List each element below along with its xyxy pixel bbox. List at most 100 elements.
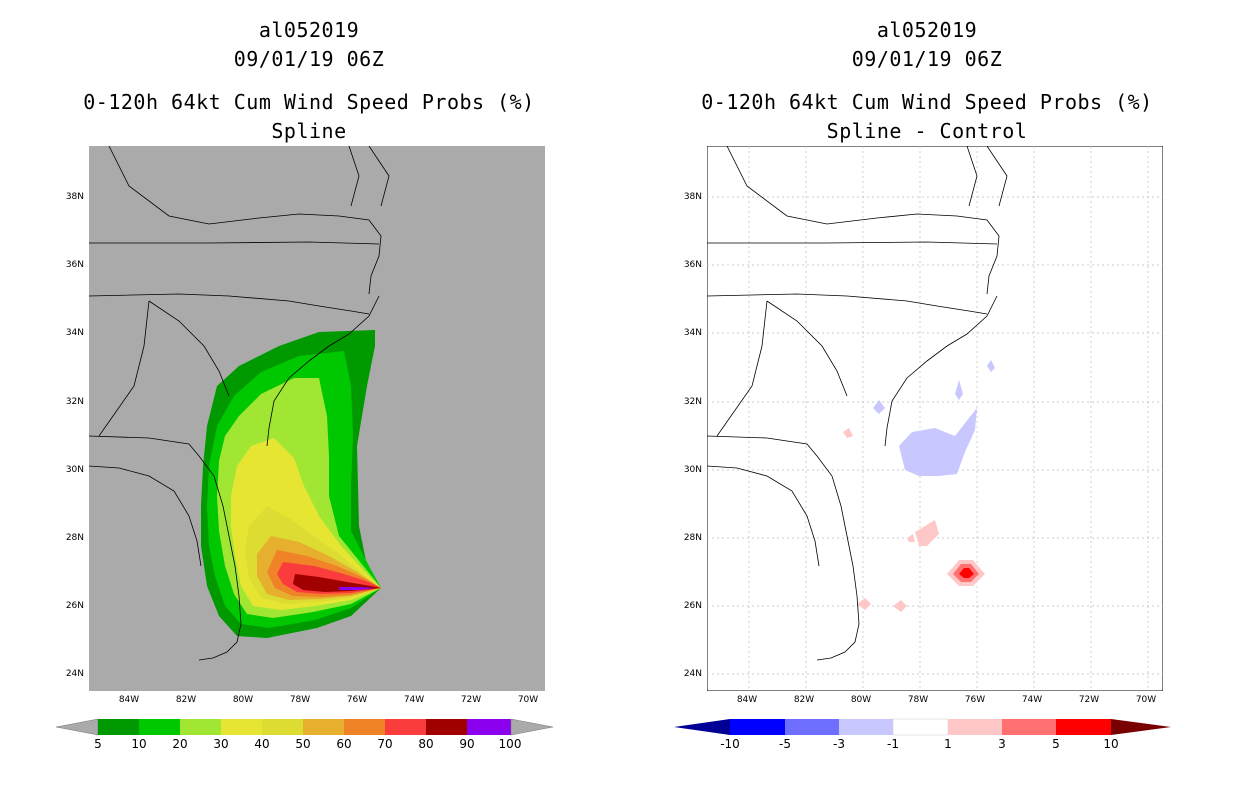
- colorbar-swatch: [221, 719, 262, 735]
- colorbar-label: 60: [336, 737, 352, 751]
- left-panel: al052019 09/01/19 06Z 0-120h 64kt Cum Wi…: [56, 18, 554, 751]
- colorbar-label: 40: [254, 737, 270, 751]
- colorbar-swatch: [1002, 719, 1056, 735]
- lon-label: 72W: [460, 695, 482, 705]
- lat-label: 28N: [683, 533, 702, 543]
- product-title: 0-120h 64kt Cum Wind Speed Probs (%): [83, 90, 535, 114]
- colorbar-label: -3: [833, 737, 845, 751]
- colorbar-swatch: [180, 719, 221, 735]
- colorbar-swatch: [839, 719, 893, 735]
- prob-contour-90: [339, 587, 375, 590]
- colorbar-swatch: [303, 719, 344, 735]
- lon-label: 80W: [850, 695, 872, 705]
- lat-label: 26N: [65, 601, 84, 611]
- colorbar-label: 20: [172, 737, 188, 751]
- diff-blob-positive: [959, 568, 974, 578]
- colorbar-label: -1: [887, 737, 899, 751]
- lat-label: 36N: [65, 260, 84, 270]
- colorbar-swatch: [467, 719, 511, 735]
- lon-label: 74W: [403, 695, 425, 705]
- diff-blob-negative: [955, 380, 963, 400]
- colorbar-high-arrow: [510, 718, 554, 736]
- lon-label: 82W: [175, 695, 197, 705]
- colorbar-high-arrow: [1111, 719, 1171, 735]
- right-panel: al052019 09/01/19 06Z 0-120h 64kt Cum Wi…: [618, 0, 1236, 800]
- political-boundaries: [89, 146, 390, 661]
- colorbar-label: -10: [720, 737, 740, 751]
- diff-blob-negative: [873, 400, 885, 414]
- colorbar-swatch: [730, 719, 785, 735]
- lon-label: 74W: [1021, 695, 1043, 705]
- lat-label: 26N: [683, 601, 702, 611]
- colorbar-label: 3: [998, 737, 1006, 751]
- difference-map: [707, 146, 1163, 691]
- lon-label: 80W: [232, 695, 254, 705]
- lon-label: 70W: [1135, 695, 1157, 705]
- political-boundaries: [707, 146, 1008, 661]
- colorbar-label: 100: [498, 737, 522, 751]
- diff-blob-positive: [843, 428, 853, 438]
- lat-label: 24N: [683, 669, 702, 679]
- diff-blob-negative: [899, 408, 977, 476]
- colorbar-swatch: [344, 719, 385, 735]
- lon-label: 82W: [793, 695, 815, 705]
- lat-label: 34N: [65, 328, 84, 338]
- storm-id-title: al052019: [876, 18, 978, 42]
- colorbar-swatch: [139, 719, 180, 735]
- colorbar-label: 30: [213, 737, 229, 751]
- diff-blob-positive: [915, 520, 939, 546]
- colorbar-swatch: [426, 719, 467, 735]
- lat-label: 36N: [683, 260, 702, 270]
- colorbar-swatch: [98, 719, 139, 735]
- storm-id-title: al052019: [258, 18, 360, 42]
- probability-colorbar: [56, 718, 554, 736]
- lon-label: 72W: [1078, 695, 1100, 705]
- colorbar-label: 1: [944, 737, 952, 751]
- colorbar-swatch: [262, 719, 303, 735]
- lat-label: 30N: [65, 465, 84, 475]
- gridlines: [707, 146, 1163, 691]
- colorbar-label: 10: [1103, 737, 1119, 751]
- difference-colorbar: [674, 718, 1171, 736]
- lat-label: 38N: [683, 192, 702, 202]
- colorbar-swatch: [785, 719, 839, 735]
- colorbar-label: 90: [459, 737, 475, 751]
- subtitle: Spline - Control: [826, 119, 1028, 143]
- colorbar-label: 10: [131, 737, 147, 751]
- colorbar-swatch: [385, 719, 426, 735]
- lon-label: 84W: [118, 695, 140, 705]
- colorbar-low-arrow: [674, 719, 730, 735]
- colorbar-low-arrow: [56, 718, 99, 736]
- colorbar-label: 50: [295, 737, 311, 751]
- product-title: 0-120h 64kt Cum Wind Speed Probs (%): [701, 90, 1153, 114]
- lon-label: 76W: [964, 695, 986, 705]
- colorbar-label: 70: [377, 737, 393, 751]
- diff-blob-positive: [893, 600, 907, 612]
- lon-label: 78W: [289, 695, 311, 705]
- lon-label: 84W: [736, 695, 758, 705]
- colorbar-swatch: [892, 718, 949, 736]
- diff-blob-positive: [907, 534, 915, 542]
- subtitle: Spline: [271, 119, 347, 143]
- lon-label: 78W: [907, 695, 929, 705]
- datetime-title: 09/01/19 06Z: [851, 47, 1003, 71]
- colorbar-label: -5: [779, 737, 791, 751]
- diff-blob-positive: [857, 598, 871, 610]
- lon-label: 76W: [346, 695, 368, 705]
- lat-label: 24N: [65, 669, 84, 679]
- colorbar-swatch: [948, 719, 1002, 735]
- map-background: [707, 146, 1163, 691]
- lat-label: 38N: [65, 192, 84, 202]
- lat-label: 34N: [683, 328, 702, 338]
- colorbar-label: 5: [1052, 737, 1060, 751]
- lat-label: 28N: [65, 533, 84, 543]
- lat-label: 32N: [683, 397, 702, 407]
- lon-label: 70W: [517, 695, 539, 705]
- diff-blob-negative: [987, 360, 995, 372]
- colorbar-label: 80: [418, 737, 434, 751]
- probability-map: [89, 146, 545, 691]
- colorbar-label: 5: [94, 737, 102, 751]
- colorbar-swatch: [1056, 719, 1111, 735]
- lat-label: 30N: [683, 465, 702, 475]
- datetime-title: 09/01/19 06Z: [233, 47, 385, 71]
